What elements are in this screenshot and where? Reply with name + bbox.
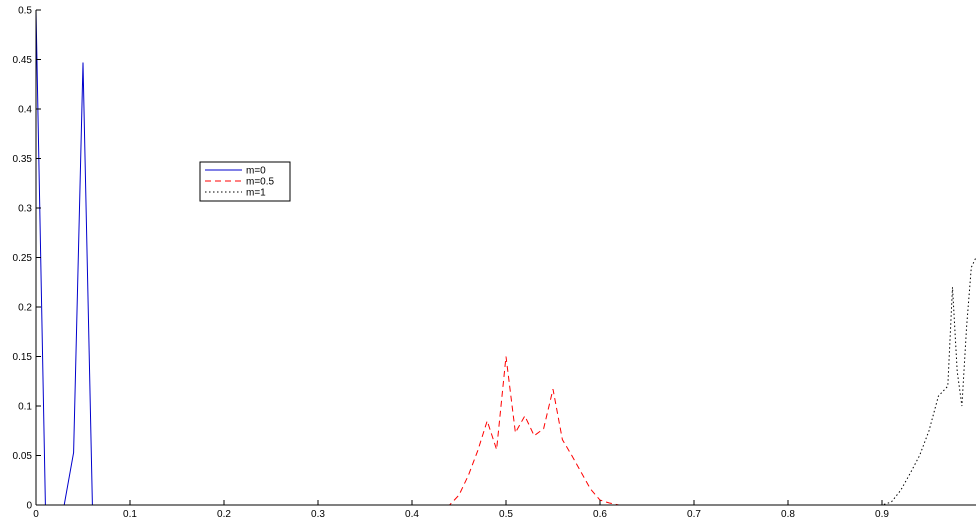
x-tick-label: 0.1 <box>123 509 137 520</box>
x-tick-label: 0.6 <box>593 509 607 520</box>
series-line-3 <box>36 257 977 506</box>
y-tick-label: 0.5 <box>18 6 32 17</box>
x-tick-label: 0.3 <box>311 509 325 520</box>
legend: m=0m=0.5m=1 <box>199 161 291 202</box>
x-tick-label: 0 <box>33 509 39 520</box>
x-tick-label: 0.8 <box>781 509 795 520</box>
legend-label: m=0.5 <box>246 177 275 188</box>
y-tick-label: 0 <box>26 501 32 512</box>
x-tick-label: 0.4 <box>405 509 419 520</box>
y-tick-label: 0.45 <box>13 55 33 66</box>
x-tick-label: 0.5 <box>499 509 513 520</box>
y-tick-label: 0.15 <box>13 352 33 363</box>
legend-label: m=1 <box>246 188 266 199</box>
y-tick-label: 0.1 <box>18 402 32 413</box>
legend-label: m=0 <box>246 166 266 177</box>
series-line-2 <box>36 356 976 506</box>
legend-box <box>199 161 291 202</box>
y-tick-label: 0.35 <box>13 154 33 165</box>
y-tick-label: 0.25 <box>13 253 33 264</box>
y-tick-label: 0.05 <box>13 451 33 462</box>
y-tick-label: 0.2 <box>18 303 32 314</box>
x-tick-label: 0.2 <box>217 509 231 520</box>
series-line-1 <box>35 9 976 506</box>
axes: 0 0.1 0.2 0.3 0.4 0.5 0.6 0.7 0.8 0.9 0 0.05 0.1 0.15… <box>13 6 976 520</box>
x-tick-label: 0.7 <box>687 509 701 520</box>
y-tick-label: 0.4 <box>18 105 32 116</box>
x-tick-label: 0.9 <box>875 509 889 520</box>
y-tick-label: 0.3 <box>18 204 32 215</box>
plot-area <box>35 9 977 506</box>
